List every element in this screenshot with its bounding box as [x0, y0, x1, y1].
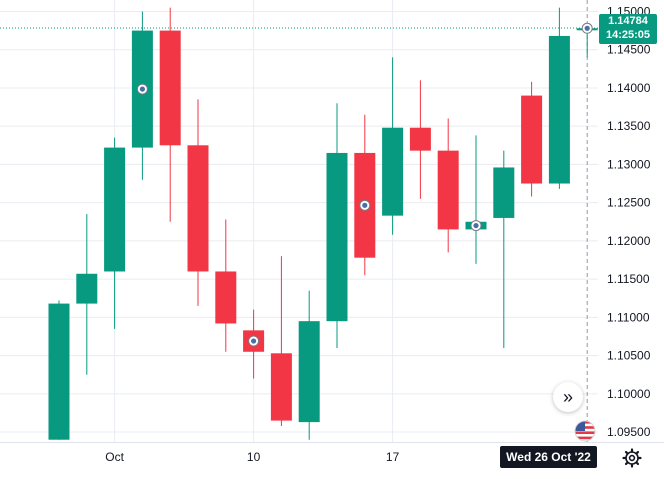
price-tick-label: 1.10000	[607, 387, 651, 401]
event-marker-icon[interactable]	[581, 22, 593, 34]
candle-body	[548, 35, 570, 184]
candle[interactable]	[76, 214, 98, 375]
time-tick-label: 10	[247, 450, 261, 464]
price-tick-label: 1.14000	[607, 81, 651, 95]
candle[interactable]	[215, 219, 237, 352]
current-price-badge: 1.14784 14:25:05	[599, 14, 657, 44]
event-markers[interactable]	[136, 22, 593, 347]
candle[interactable]	[548, 7, 570, 189]
candle[interactable]	[48, 300, 70, 440]
candle[interactable]	[298, 290, 320, 440]
price-tick-label: 1.12000	[607, 234, 651, 248]
candle[interactable]	[465, 135, 487, 264]
candle[interactable]	[382, 57, 404, 235]
candle[interactable]	[409, 80, 431, 199]
time-tick-label: 17	[386, 450, 400, 464]
candle[interactable]	[187, 99, 209, 306]
event-marker-icon[interactable]	[470, 220, 482, 232]
candle-body	[326, 152, 348, 322]
candle[interactable]	[159, 7, 181, 222]
us-flag-icon[interactable]	[574, 420, 596, 442]
candles[interactable]	[48, 7, 598, 440]
candle[interactable]	[354, 114, 376, 276]
event-marker-icon[interactable]	[136, 83, 148, 95]
candle-body	[104, 147, 126, 272]
candle[interactable]	[521, 81, 543, 197]
price-tick-label: 1.13000	[607, 157, 651, 171]
double-chevron-right-icon: »	[562, 386, 573, 407]
candle-body	[382, 127, 404, 216]
candle-body	[76, 273, 98, 304]
price-tick-label: 1.10500	[607, 349, 651, 363]
scroll-to-realtime-button[interactable]: »	[553, 382, 583, 412]
candle-body	[437, 150, 459, 230]
price-tick-label: 1.11000	[607, 310, 650, 324]
candle-body	[409, 127, 431, 151]
price-tick-label: 1.13500	[607, 119, 651, 133]
price-tick-label: 1.14500	[607, 43, 651, 57]
price-tick-label: 1.11500	[607, 272, 650, 286]
time-axis[interactable]: Oct 10 17	[105, 450, 399, 464]
candle[interactable]	[270, 256, 292, 426]
candle-body	[159, 30, 181, 146]
candle[interactable]	[437, 118, 459, 253]
candle[interactable]	[104, 137, 126, 329]
candle-body	[493, 167, 515, 218]
price-tick-label: 1.09500	[607, 425, 651, 439]
event-marker-icon[interactable]	[248, 335, 260, 347]
gear-icon[interactable]	[622, 448, 642, 468]
crosshair-date-label: Wed 26 Oct '22	[500, 446, 597, 468]
candle-body	[521, 95, 543, 184]
candle[interactable]	[326, 103, 348, 348]
candle[interactable]	[131, 11, 153, 180]
current-price-value: 1.14784	[608, 15, 648, 27]
price-axis[interactable]: 1.150001.145001.140001.135001.130001.125…	[607, 4, 651, 439]
candle-body	[215, 271, 237, 324]
candle[interactable]	[493, 150, 515, 348]
candle-body	[298, 321, 320, 423]
candle-body	[48, 303, 70, 440]
candle-body	[270, 353, 292, 421]
price-tick-label: 1.12500	[607, 196, 651, 210]
bar-countdown: 14:25:05	[605, 29, 651, 41]
time-tick-label: Oct	[105, 450, 124, 464]
candle-body	[187, 145, 209, 272]
event-marker-icon[interactable]	[359, 199, 371, 211]
